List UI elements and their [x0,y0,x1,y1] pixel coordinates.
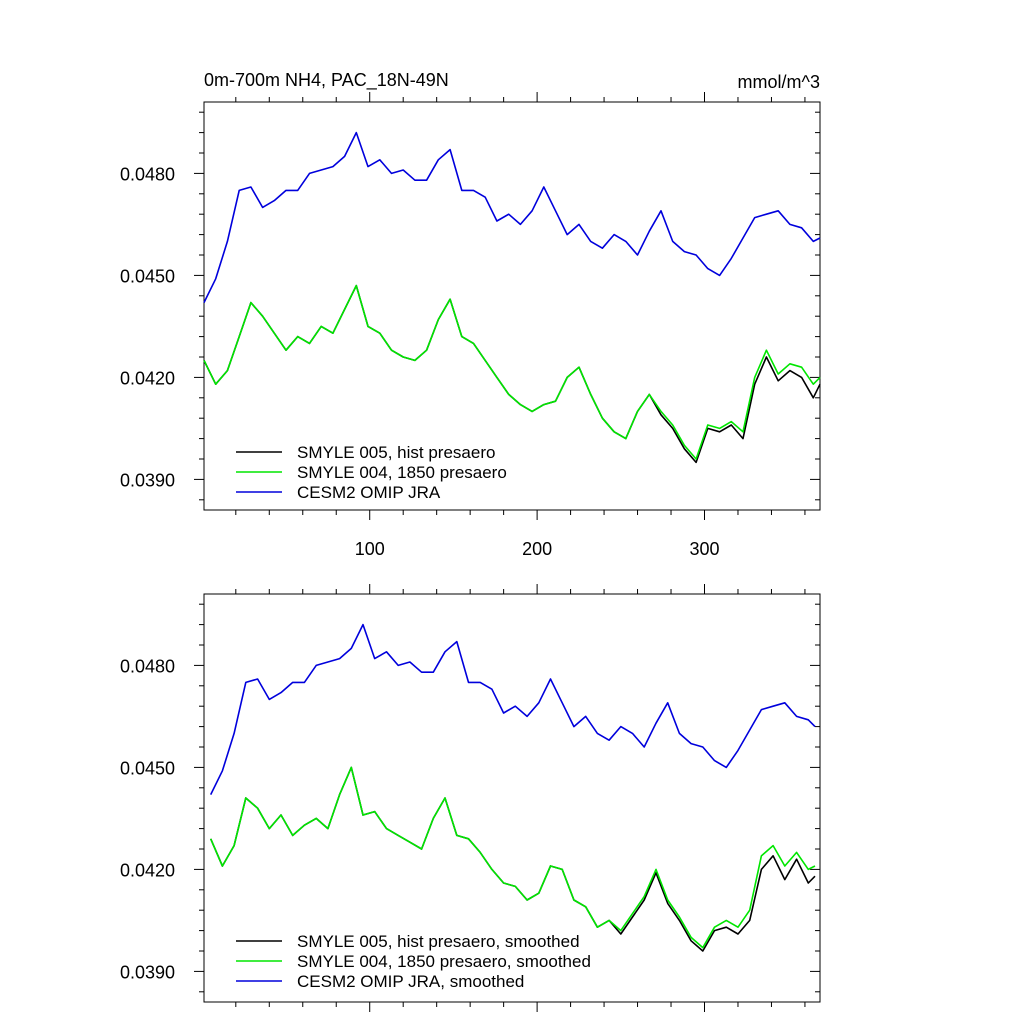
series-line-1 [209,766,816,949]
units-label: mmol/m^3 [738,72,820,92]
series-line-2 [209,623,816,795]
legend-label-2: CESM2 OMIP JRA [297,483,441,502]
x-tick-label: 200 [522,539,552,559]
y-tick-label: 0.0420 [120,368,175,388]
x-tick-label: 100 [355,539,385,559]
y-tick-label: 0.0420 [120,860,175,880]
legend: SMYLE 005, hist presaero SMYLE 004, 1850… [236,443,507,502]
legend-label-2: CESM2 OMIP JRA, smoothed [297,972,524,991]
x-tick-label: 300 [689,539,719,559]
series-line-2 [203,131,821,303]
legend-label-1: SMYLE 004, 1850 presaero [297,463,507,482]
y-tick-label: 0.0390 [120,962,175,982]
y-tick-label: 0.0450 [120,758,175,778]
chart-title: 0m-700m NH4, PAC_18N-49N [204,70,449,91]
y-tick-label: 0.0450 [120,266,175,286]
series-line-0 [203,284,821,464]
legend-label-0: SMYLE 005, hist presaero [297,443,495,462]
series-line-0 [209,766,816,952]
y-tick-label: 0.0390 [120,470,175,490]
series-line-1 [203,284,821,460]
top-panel: 0m-700m NH4, PAC_18N-49N mmol/m^3 100 200… [120,70,821,559]
plot-frame [203,593,821,1003]
plot-frame [203,101,821,511]
y-tick-label: 0.0480 [120,164,175,184]
legend-label-1: SMYLE 004, 1850 presaero, smoothed [297,952,591,971]
bottom-panel: 0.0390 0.0420 0.0450 0.0480 SMYLE 005, hist… [120,584,821,1012]
legend-label-0: SMYLE 005, hist presaero, smoothed [297,932,580,951]
y-tick-label: 0.0480 [120,656,175,676]
legend: SMYLE 005, hist presaero, smoothed SMYLE… [236,932,591,991]
